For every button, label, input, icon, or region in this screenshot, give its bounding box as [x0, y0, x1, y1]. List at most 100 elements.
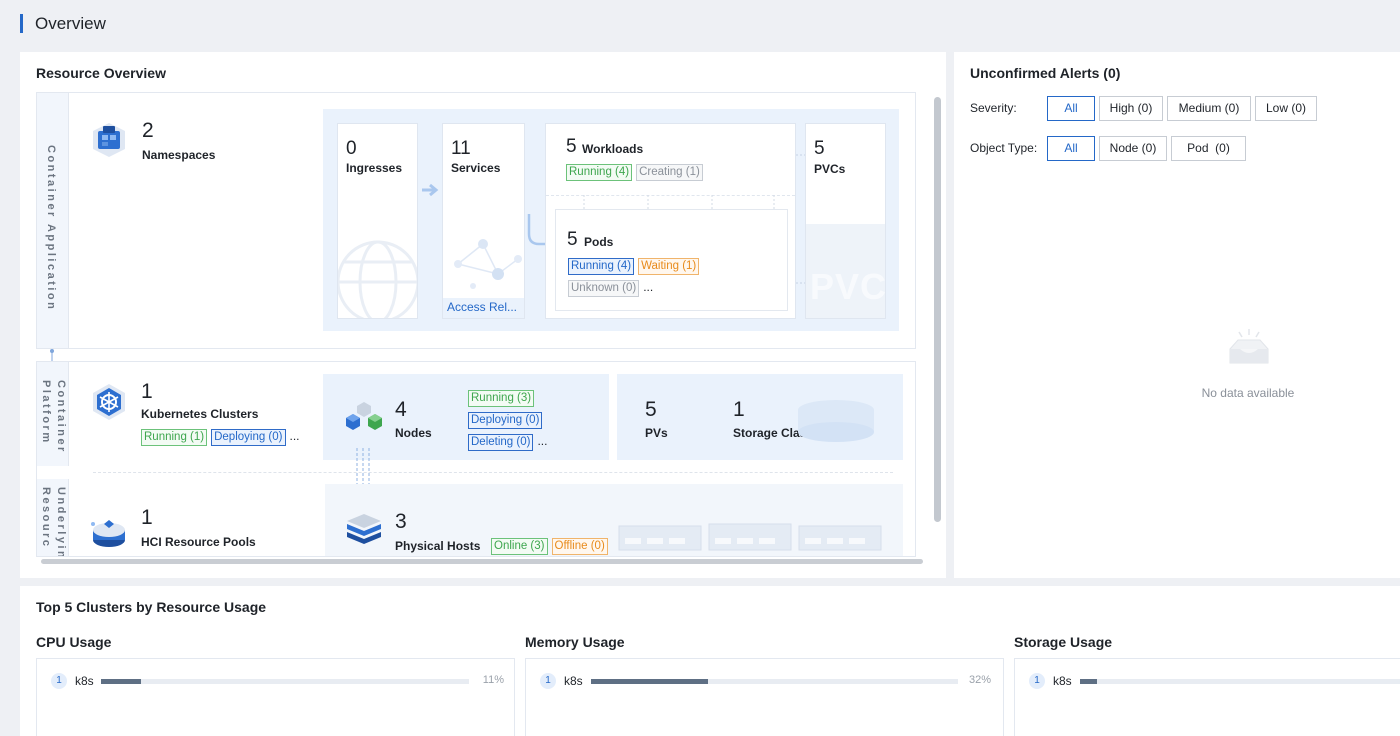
services-card[interactable]: 11 Services Access Rel...: [442, 123, 525, 319]
storage-classes-count[interactable]: 1: [733, 398, 745, 421]
cpu-usage-bar-fill: [101, 679, 142, 684]
platform-and-underlying-group: Container Platform Underlying Resourc 1 …: [36, 361, 916, 557]
access-relations-link-bg: [443, 298, 524, 318]
cpu-cluster-name: k8s: [75, 674, 94, 688]
object-type-pod-button[interactable]: Pod (0): [1171, 136, 1246, 161]
cpu-usage-title: CPU Usage: [36, 634, 112, 650]
hosts-online-tag[interactable]: Online (3): [491, 538, 548, 555]
pods-status-tags-row1: Running (4) Waiting (1): [568, 256, 703, 275]
nodes-more-tags[interactable]: ...: [537, 434, 548, 448]
storage-zone: 5 PVs 1 Storage Classes: [617, 374, 903, 460]
ingresses-count: 0: [346, 138, 357, 159]
namespaces-count[interactable]: 2: [142, 119, 154, 142]
ingresses-label: Ingresses: [346, 161, 403, 175]
cpu-usage-row[interactable]: 1 k8s 11%: [37, 671, 514, 691]
memory-usage-bar-track: [591, 679, 958, 684]
pvc-connectors: [796, 154, 806, 284]
nodes-status-tags: Running (3) Deploying (0) Deleting (0)..…: [468, 388, 603, 454]
resource-overview-panel: Resource Overview Container Application …: [20, 52, 946, 578]
globe-watermark-icon: [338, 240, 417, 318]
clusters-status-tags: Running (1) Deploying (0)...: [141, 427, 300, 446]
nodes-deploying-tag[interactable]: Deploying (0): [468, 412, 543, 429]
storage-usage-bar-fill: [1080, 679, 1097, 684]
pods-card[interactable]: 5 Pods Running (4) Waiting (1) Unknown (0…: [555, 209, 788, 311]
kubernetes-icon: [89, 382, 129, 422]
container-application-label: Container Application: [45, 145, 57, 312]
object-type-node-button[interactable]: Node (0): [1099, 136, 1167, 161]
pods-running-tag[interactable]: Running (4): [568, 258, 635, 275]
clusters-deploying-tag[interactable]: Deploying (0): [211, 429, 286, 446]
pvcs-card[interactable]: 5 PVCs PVC: [805, 123, 886, 319]
pods-unknown-tag[interactable]: Unknown (0): [568, 280, 640, 297]
pvcs-label: PVCs: [814, 162, 846, 176]
pvc-watermark-text: PVC: [810, 266, 886, 307]
hosts-offline-tag[interactable]: Offline (0): [551, 538, 608, 555]
layer-divider: [93, 472, 893, 473]
storage-usage-row[interactable]: 1 k8s: [1015, 671, 1400, 691]
pods-waiting-tag[interactable]: Waiting (1): [638, 258, 700, 275]
severity-medium-button[interactable]: Medium (0): [1167, 96, 1251, 121]
object-type-all-button[interactable]: All: [1047, 136, 1095, 161]
storage-usage-title: Storage Usage: [1014, 634, 1113, 650]
page-title: Overview: [20, 14, 106, 33]
top5-title: Top 5 Clusters by Resource Usage: [36, 599, 267, 615]
server-rack-watermark-icon: [618, 523, 882, 551]
severity-high-button[interactable]: High (0): [1099, 96, 1163, 121]
resource-overview-title: Resource Overview: [36, 65, 166, 81]
workload-pod-connectors: [576, 195, 776, 209]
services-count: 11: [451, 138, 471, 159]
clusters-count[interactable]: 1: [141, 380, 153, 403]
clusters-running-tag[interactable]: Running (1): [141, 429, 208, 446]
storage-rank-badge: 1: [1029, 673, 1045, 689]
storage-usage-bar-track: [1080, 679, 1400, 684]
pods-more-tags[interactable]: ...: [643, 280, 654, 294]
ingresses-card[interactable]: 0 Ingresses: [337, 123, 418, 319]
underlying-resources-label: Underlying Resourc: [40, 487, 67, 557]
memory-usage-percent: 32%: [968, 674, 991, 686]
resource-overview-horizontal-scrollbar[interactable]: [41, 559, 923, 564]
storage-usage-box: 1 k8s: [1014, 658, 1400, 736]
pvc-watermark-bg: [806, 224, 885, 318]
alerts-empty-text: No data available: [1201, 386, 1295, 400]
hci-pools-label: HCI Resource Pools: [141, 535, 256, 549]
storage-disk-watermark-icon: [798, 400, 874, 442]
memory-cluster-name: k8s: [564, 674, 583, 688]
nodes-running-tag[interactable]: Running (3): [468, 390, 535, 407]
pvs-count[interactable]: 5: [645, 398, 657, 421]
nodes-count: 4: [395, 398, 407, 421]
hci-pools-count[interactable]: 1: [141, 506, 153, 529]
namespace-icon: [89, 119, 129, 159]
memory-usage-bar-fill: [591, 679, 709, 684]
workloads-running-tag[interactable]: Running (4): [566, 164, 633, 181]
severity-low-button[interactable]: Low (0): [1255, 96, 1317, 121]
pods-label: Pods: [584, 235, 614, 249]
nodes-zone[interactable]: 4 Nodes Running (3) Deploying (0) Deleti…: [323, 374, 609, 460]
resource-overview-vertical-scrollbar[interactable]: [934, 97, 941, 522]
cpu-rank-badge: 1: [51, 673, 67, 689]
workloads-divider: [546, 195, 795, 196]
alerts-title: Unconfirmed Alerts (0): [970, 65, 1121, 81]
workloads-card[interactable]: 5 Workloads Running (4) Creating (1) 5 Po…: [545, 123, 796, 319]
severity-filter-group: All High (0) Medium (0) Low (0): [1047, 96, 1317, 121]
memory-usage-title: Memory Usage: [525, 634, 625, 650]
arrow-right-icon: [422, 182, 442, 203]
workloads-label: Workloads: [582, 142, 644, 156]
cpu-usage-bar-track: [101, 679, 469, 684]
physical-hosts-label: Physical Hosts: [395, 539, 481, 553]
clusters-more-tags[interactable]: ...: [289, 429, 300, 443]
nodes-deleting-tag[interactable]: Deleting (0): [468, 434, 534, 451]
hci-pool-icon: [89, 510, 129, 550]
unconfirmed-alerts-panel: Unconfirmed Alerts (0) Severity: All High…: [954, 52, 1400, 578]
container-application-group: Container Application 2 Namespaces 0 Ing…: [36, 92, 916, 349]
physical-hosts-zone[interactable]: 3 Physical Hosts Online (3) Offline (0): [325, 484, 903, 556]
pods-count: 5: [567, 229, 578, 250]
access-relations-link[interactable]: Access Rel...: [447, 300, 518, 314]
container-platform-label: Container Platform: [40, 380, 67, 454]
workloads-creating-tag[interactable]: Creating (1): [636, 164, 703, 181]
nodes-cubes-icon: [343, 400, 385, 436]
severity-all-button[interactable]: All: [1047, 96, 1095, 121]
memory-usage-row[interactable]: 1 k8s 32%: [526, 671, 1003, 691]
cpu-usage-box: 1 k8s 11%: [36, 658, 515, 736]
cpu-usage-percent: 11%: [482, 674, 504, 686]
physical-hosts-status-tags: Online (3) Offline (0): [491, 536, 612, 555]
